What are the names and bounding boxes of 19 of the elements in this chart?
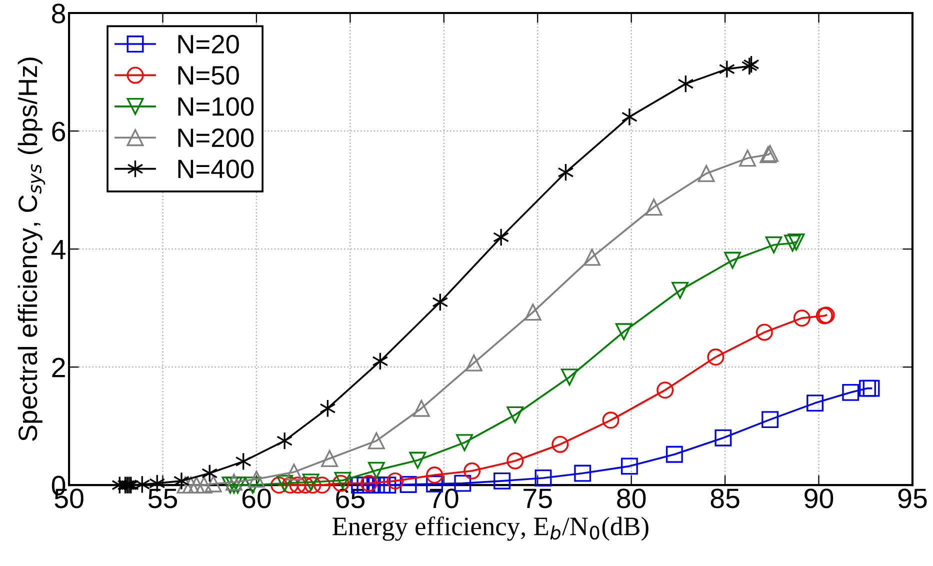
x-tick-label: 95 [898,488,927,508]
legend-label: N=400 [178,160,254,178]
y-axis-title: Spectral efficiency, C$_{sys}$ (bps/Hz) [18,58,46,441]
x-axis-title: Energy efficiency, E$_{b}$/N$_{0}$(dB) [332,516,648,541]
legend-label: N=50 [178,66,239,85]
x-tick-label: 70 [430,488,458,508]
x-tick-label: 60 [242,488,271,508]
legend-label: N=200 [178,128,254,148]
x-tick-label: 90 [804,488,834,508]
y-tick-label: 8 [52,4,66,24]
x-tick-label: 75 [524,488,552,508]
y-tick-label: 6 [52,122,66,142]
x-tick-label: 55 [148,488,178,508]
legend-label: N=100 [178,97,254,116]
x-tick-label: 85 [710,488,740,508]
legend-label: N=20 [178,34,239,54]
y-tick-label: 2 [52,358,65,378]
x-tick-label: 80 [617,488,646,508]
y-tick-label: 4 [51,240,66,260]
